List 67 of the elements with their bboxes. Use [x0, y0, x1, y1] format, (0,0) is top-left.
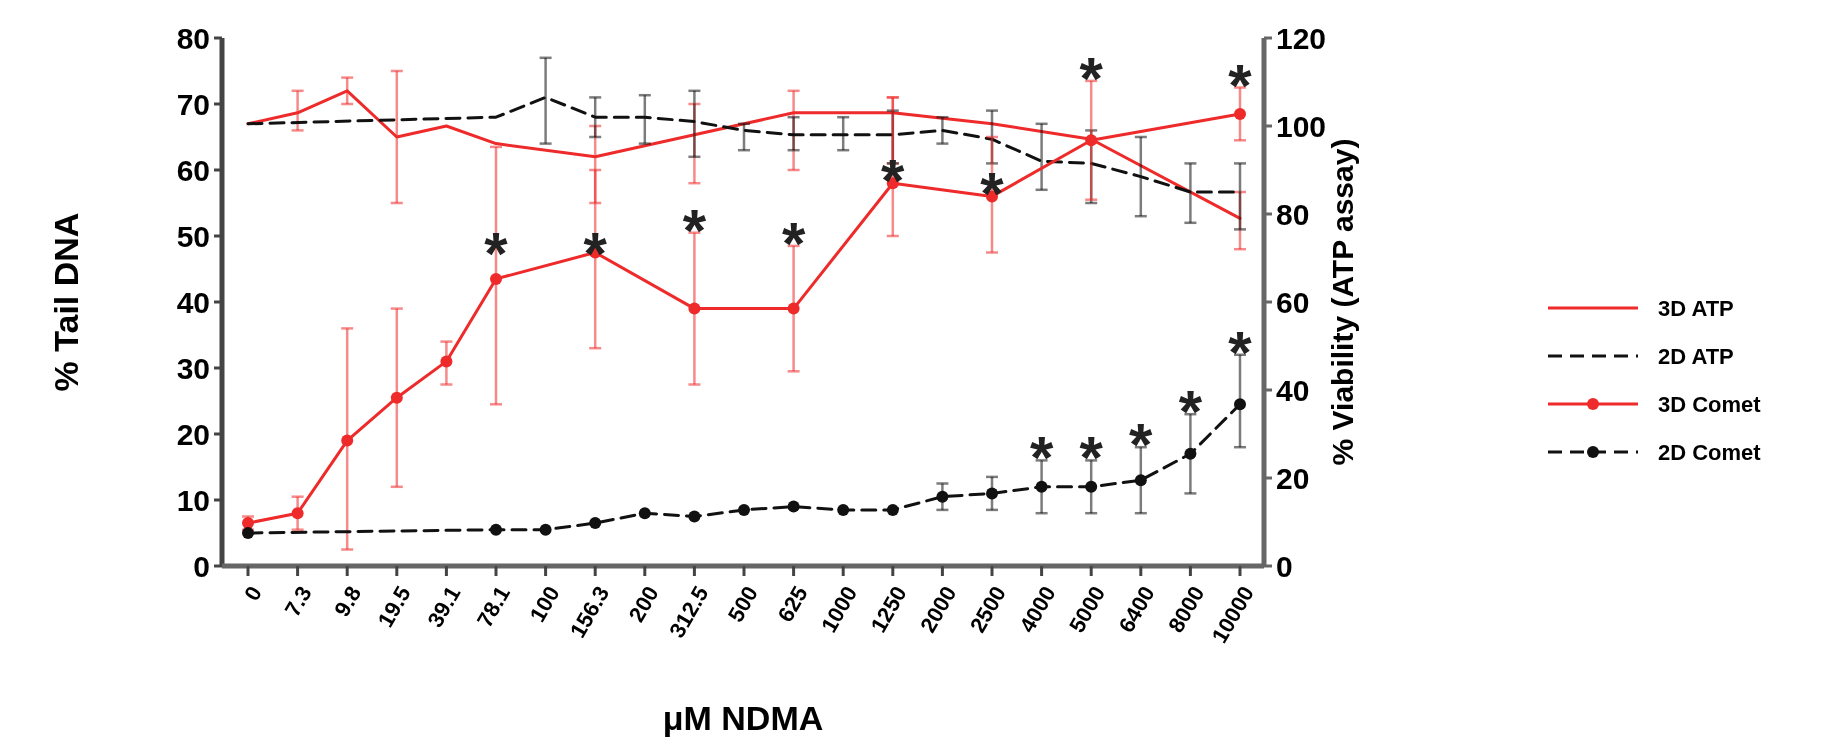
y-tick-label: 50 — [176, 219, 210, 253]
point — [787, 500, 800, 513]
legend-label: 3D Comet — [1658, 391, 1762, 417]
point — [390, 391, 403, 404]
annotation: * — [1079, 424, 1104, 492]
point — [1184, 447, 1197, 460]
annotation: * — [1029, 424, 1054, 492]
point — [638, 507, 651, 520]
point — [738, 503, 750, 516]
point — [341, 434, 354, 447]
point — [490, 272, 502, 285]
x-tick-label: 7.3 — [279, 581, 317, 621]
y2-tick-label: 20 — [1276, 461, 1310, 495]
y2-tick-label: 120 — [1276, 21, 1327, 55]
annotation: * — [881, 147, 906, 215]
x-tick-label: 9.8 — [329, 581, 367, 621]
point — [242, 527, 254, 539]
annotation: * — [1228, 318, 1253, 386]
x-tick-label: 0 — [239, 581, 267, 605]
annotation: * — [1079, 44, 1104, 112]
point — [1234, 398, 1246, 411]
y-axis-title: % Tail DNA — [47, 212, 85, 392]
y2-tick-label: 40 — [1276, 373, 1310, 407]
x-tick-label: 625 — [772, 581, 813, 627]
point — [291, 507, 304, 520]
x-tick-label: 100 — [524, 581, 565, 627]
y-tick-label: 20 — [176, 417, 210, 451]
point — [1134, 474, 1147, 487]
point — [440, 355, 453, 368]
point — [986, 487, 998, 500]
point — [539, 523, 552, 536]
y-tick-label: 10 — [176, 483, 210, 517]
point — [886, 503, 899, 516]
y2-tick-label: 0 — [1276, 549, 1293, 583]
y2-tick-label: 60 — [1276, 285, 1310, 319]
y-tick-label: 30 — [176, 351, 210, 385]
point — [1234, 107, 1246, 120]
point — [490, 523, 502, 536]
x-axis-title: μM NDMA — [662, 699, 824, 737]
y2-axis-title: % Viability (ATP assay) — [1326, 138, 1359, 466]
point — [837, 503, 850, 516]
y-tick-label: 60 — [176, 153, 210, 187]
y-tick-label: 80 — [176, 21, 210, 55]
annotation: * — [1228, 51, 1253, 119]
annotation: * — [1129, 411, 1154, 479]
annotation: * — [682, 196, 707, 264]
point — [936, 490, 949, 503]
point — [688, 510, 701, 523]
point — [1085, 134, 1098, 147]
point — [688, 302, 701, 315]
y-tick-label: 70 — [176, 87, 210, 121]
x-tick-label: 200 — [623, 581, 664, 627]
y-tick-label: 40 — [176, 285, 210, 319]
annotation: * — [1178, 378, 1203, 446]
annotation: * — [781, 209, 806, 277]
point — [1035, 480, 1048, 493]
y2-tick-label: 100 — [1276, 109, 1327, 143]
x-tick-label: 500 — [722, 581, 763, 627]
legend-label: 2D ATP — [1658, 343, 1734, 369]
legend-label: 2D Comet — [1658, 439, 1762, 465]
y2-tick-label: 80 — [1276, 197, 1310, 231]
point — [589, 517, 602, 530]
point — [787, 302, 800, 315]
legend-label: 3D ATP — [1658, 295, 1734, 321]
annotation: * — [484, 219, 509, 287]
y-tick-label: 0 — [193, 549, 210, 583]
point — [1085, 480, 1098, 493]
